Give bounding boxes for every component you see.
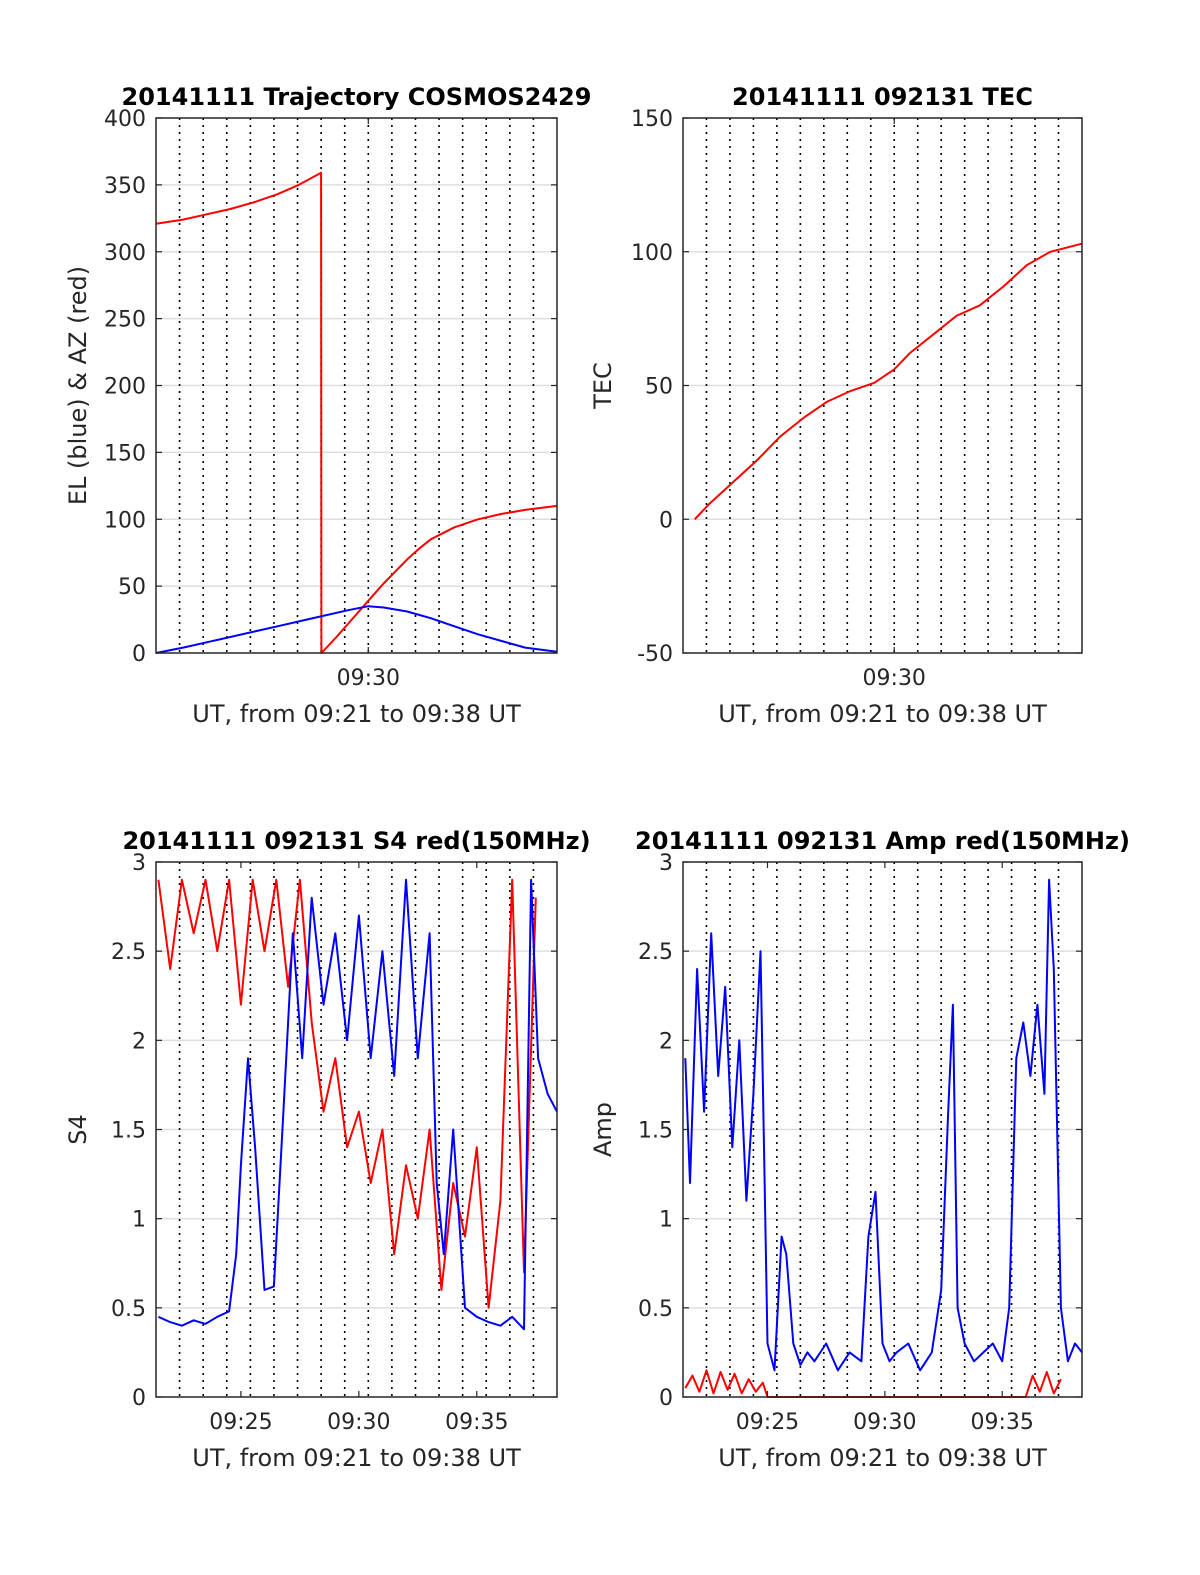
chart-title: 20141111 Trajectory COSMOS2429: [122, 83, 592, 111]
series-line-2: [157, 878, 558, 1331]
y-tick-label: 2: [659, 1029, 673, 1054]
y-axis-label: Amp: [589, 1102, 617, 1157]
y-tick-label: 0.5: [638, 1297, 673, 1322]
y-tick-label: 0: [132, 1386, 146, 1411]
y-tick-label: 1: [132, 1208, 146, 1233]
y-axis-label: TEC: [589, 362, 617, 410]
series-line-2: [155, 605, 558, 654]
series-group: [684, 878, 1083, 1398]
chart-title: 20141111 092131 TEC: [732, 83, 1033, 111]
series-group: [693, 242, 1083, 520]
series-line-1: [693, 242, 1083, 520]
chart-title: 20141111 092131 Amp red(150MHz): [635, 827, 1130, 855]
chart-panel-4: 0 0.5 1 1.5 2 2.5 3 09:25 09:30 09:35 20141111 092…: [589, 827, 1130, 1472]
y-tick-label: 200: [104, 375, 146, 400]
x-tick-label: 09:30: [337, 666, 400, 691]
y-axis-label: EL (blue) & AZ (red): [64, 266, 92, 505]
y-tick-label: 0: [659, 1386, 673, 1411]
y-tick-label: 1: [659, 1208, 673, 1233]
chart-panel-1: 0 50 100 150 200 250 300 350 400 09:30 20141111 Tr…: [64, 83, 591, 728]
x-tick-label: 09:25: [736, 1410, 799, 1435]
y-tick-label: 400: [104, 107, 146, 132]
y-tick-label: 250: [104, 308, 146, 333]
y-tick-label: 1.5: [638, 1119, 673, 1144]
y-tick-label: 2.5: [638, 940, 673, 965]
y-tick-label: 0: [132, 642, 146, 667]
series-group: [157, 878, 558, 1331]
y-tick-label: 300: [104, 241, 146, 266]
x-tick-label: 09:30: [853, 1410, 916, 1435]
y-tick-label: 50: [118, 575, 146, 600]
y-tick-label: 150: [631, 107, 673, 132]
series-line-1: [684, 1369, 1062, 1398]
y-tick-label: 350: [104, 174, 146, 199]
y-tick-label: 3: [659, 851, 673, 876]
x-tick-label: 09:30: [327, 1410, 390, 1435]
x-axis-label: UT, from 09:21 to 09:38 UT: [718, 1444, 1047, 1472]
y-tick-label: 150: [104, 441, 146, 466]
series-line-1: [157, 878, 537, 1309]
y-tick-label: 2.5: [111, 940, 146, 965]
chart-title: 20141111 092131 S4 red(150MHz): [122, 827, 590, 855]
series-line-2: [684, 878, 1083, 1372]
y-tick-label: -50: [637, 642, 673, 667]
series-line-1: [155, 171, 558, 654]
y-tick-label: 2: [132, 1029, 146, 1054]
x-axis-label: UT, from 09:21 to 09:38 UT: [192, 1444, 521, 1472]
x-tick-label: 09:35: [445, 1410, 508, 1435]
y-tick-label: 100: [631, 241, 673, 266]
series-group: [155, 171, 558, 654]
x-axis-label: UT, from 09:21 to 09:38 UT: [718, 700, 1047, 728]
x-axis-label: UT, from 09:21 to 09:38 UT: [192, 700, 521, 728]
chart-panel-2: -50 0 50 100 150 09:30 20141111 092131 TEC UT, …: [589, 83, 1083, 728]
y-tick-label: 3: [132, 851, 146, 876]
y-tick-label: 0: [659, 508, 673, 533]
chart-panel-3: 0 0.5 1 1.5 2 2.5 3 09:25 09:30 09:35 20141111 092…: [64, 827, 591, 1472]
y-tick-label: 0.5: [111, 1297, 146, 1322]
y-tick-label: 100: [104, 508, 146, 533]
x-tick-label: 09:35: [970, 1410, 1033, 1435]
x-tick-label: 09:25: [209, 1410, 272, 1435]
y-tick-label: 1.5: [111, 1119, 146, 1144]
y-axis-label: S4: [64, 1114, 92, 1145]
x-tick-label: 09:30: [863, 666, 926, 691]
y-tick-label: 50: [645, 375, 673, 400]
